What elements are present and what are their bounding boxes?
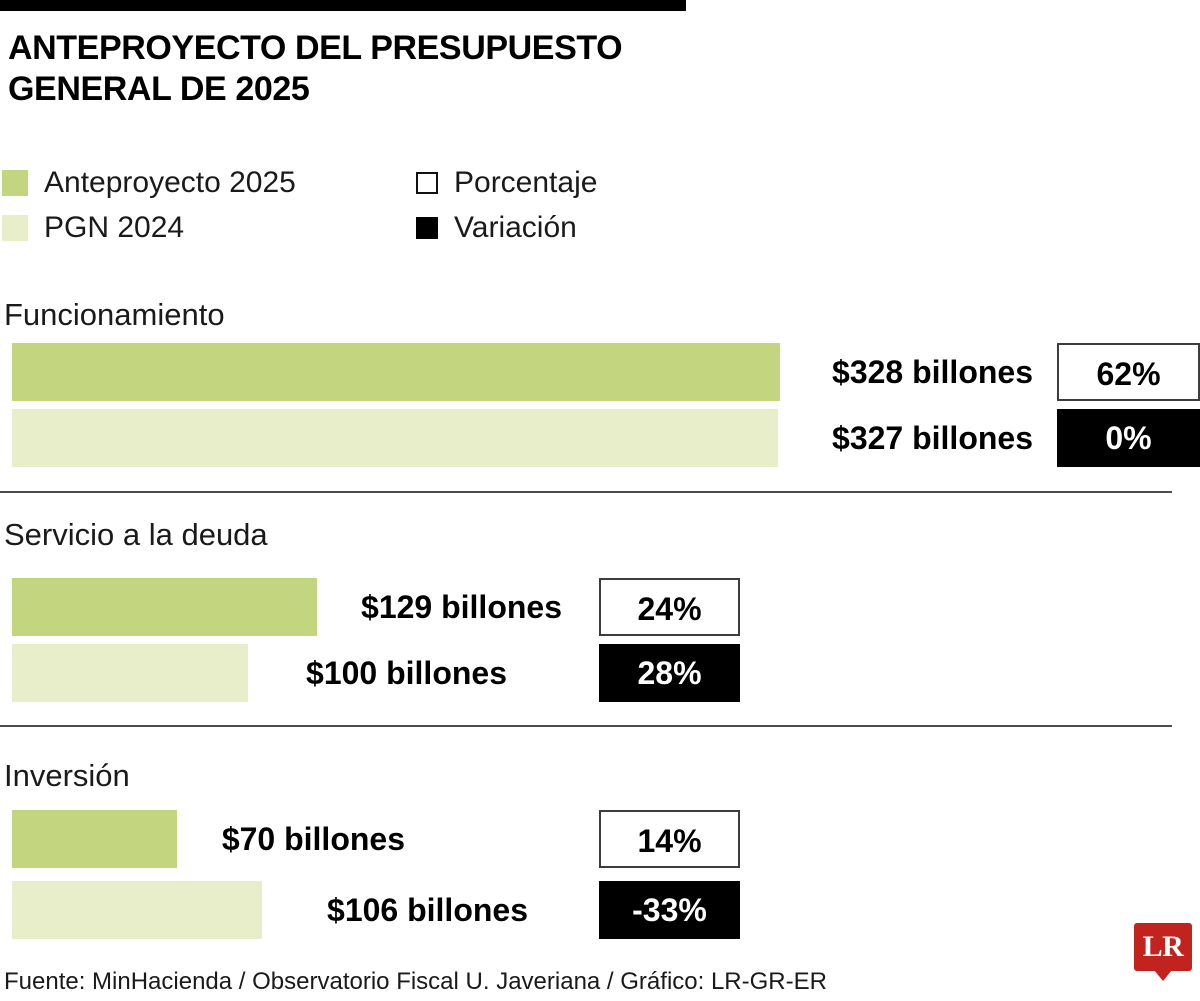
page-title: ANTEPROYECTO DEL PRESUPUESTO GENERAL DE …	[8, 29, 623, 109]
bar-value-funcionamiento-2025: $328 billones	[832, 354, 1033, 390]
lr-logo-text: LR	[1142, 930, 1184, 963]
legend-square-filled-icon	[416, 216, 438, 239]
badge-porcentaje-funcionamiento: 62%	[1057, 343, 1200, 401]
legend-label-variacion: Variación	[454, 210, 577, 244]
legend-square-outline-icon	[416, 171, 438, 194]
source-note: Fuente: MinHacienda / Observatorio Fisca…	[4, 968, 827, 995]
legend-label-pgn-2024: PGN 2024	[44, 210, 185, 244]
bar-value-deuda-2025: $129 billones	[361, 589, 562, 625]
legend-item-variacion: Variación	[414, 205, 597, 250]
bar-pgn-2024	[12, 881, 262, 939]
legend-swatch-anteproyecto-2025-icon	[2, 169, 28, 196]
legend-item-porcentaje: Porcentaje	[414, 160, 597, 205]
section-divider-1	[0, 491, 1172, 493]
bar-row-funcionamiento-2024: $327 billones 0%	[0, 409, 1200, 467]
lr-logo-tail-icon	[1154, 970, 1172, 981]
legend-item-anteproyecto-2025: Anteproyecto 2025	[2, 160, 296, 205]
legend-column-series: Anteproyecto 2025 PGN 2024	[2, 160, 296, 250]
bar-pgn-2024	[12, 409, 778, 467]
legend-label-anteproyecto-2025: Anteproyecto 2025	[44, 165, 296, 199]
badge-variacion-funcionamiento: 0%	[1057, 409, 1200, 467]
bar-row-deuda-2025: $129 billones 24%	[0, 578, 1200, 636]
legend-column-badges: Porcentaje Variación	[414, 160, 597, 250]
bar-anteproyecto-2025	[12, 343, 780, 401]
legend-label-porcentaje: Porcentaje	[454, 165, 598, 199]
bar-row-inversion-2024: $106 billones -33%	[0, 881, 1200, 939]
bar-value-deuda-2024: $100 billones	[306, 655, 507, 691]
bar-anteproyecto-2025	[12, 578, 317, 636]
legend-item-pgn-2024: PGN 2024	[2, 205, 296, 250]
lr-logo: LR	[1134, 923, 1192, 981]
legend-swatch-pgn-2024-icon	[2, 214, 28, 241]
bar-row-funcionamiento-2025: $328 billones 62%	[0, 343, 1200, 401]
bar-value-inversion-2024: $106 billones	[327, 892, 528, 928]
badge-porcentaje-deuda: 24%	[599, 578, 740, 636]
lr-logo-bubble-icon	[1134, 923, 1192, 971]
bar-row-inversion-2025: $70 billones 14%	[0, 810, 1200, 868]
bar-anteproyecto-2025	[12, 810, 177, 868]
section-title-inversion: Inversión	[4, 758, 130, 793]
bar-value-funcionamiento-2024: $327 billones	[832, 420, 1033, 456]
badge-porcentaje-inversion: 14%	[599, 810, 740, 868]
bar-value-inversion-2025: $70 billones	[221, 821, 405, 857]
legend: Anteproyecto 2025 PGN 2024 Porcentaje Va…	[0, 160, 1200, 250]
bar-pgn-2024	[12, 644, 248, 702]
section-title-funcionamiento: Funcionamiento	[4, 297, 225, 332]
section-title-servicio-a-la-deuda: Servicio a la deuda	[4, 517, 268, 552]
badge-variacion-inversion: -33%	[599, 881, 740, 939]
bar-row-deuda-2024: $100 billones 28%	[0, 644, 1200, 702]
section-divider-2	[0, 725, 1172, 727]
top-accent-bar	[0, 0, 686, 11]
badge-variacion-deuda: 28%	[599, 644, 740, 702]
